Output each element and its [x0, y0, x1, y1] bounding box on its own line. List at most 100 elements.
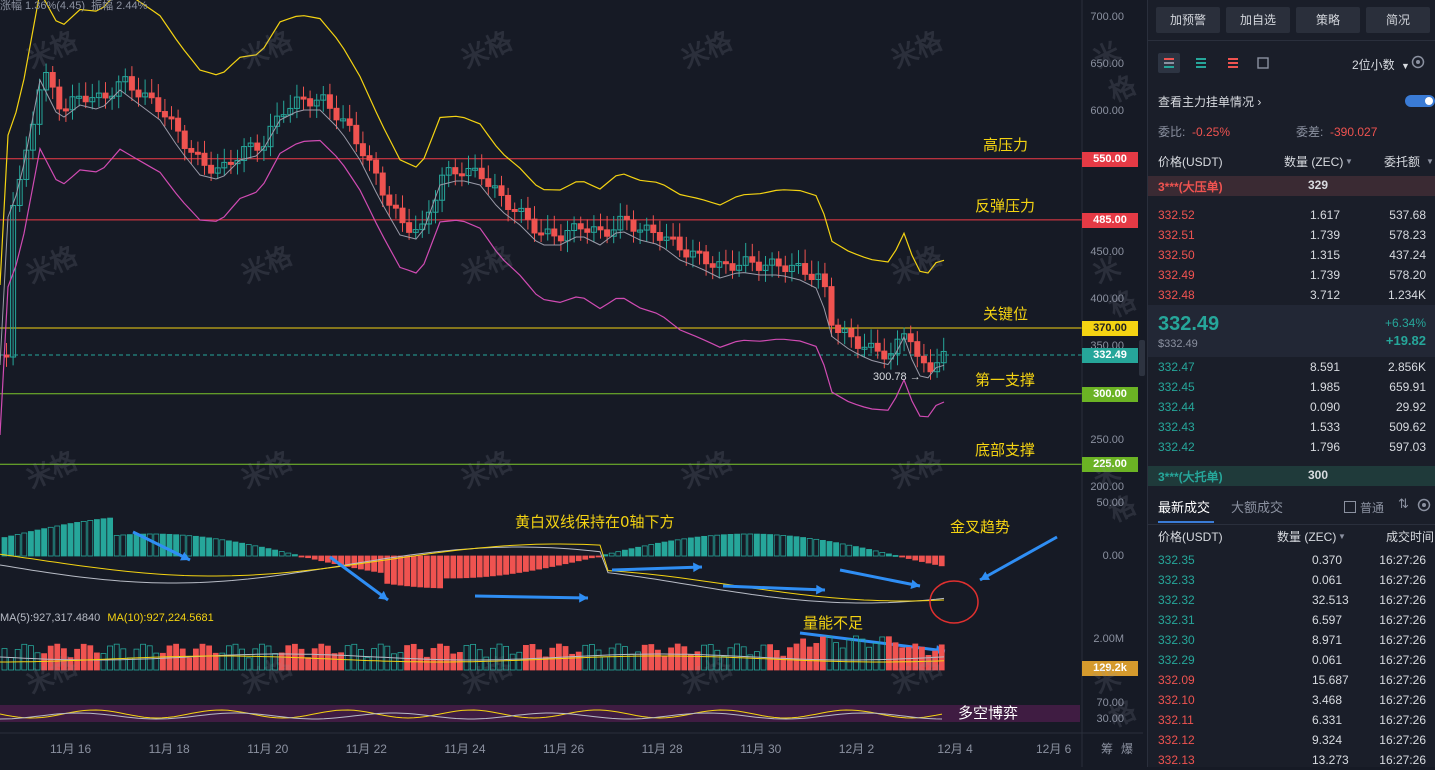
volume-bar: [688, 654, 694, 671]
volatility-text: 振幅 2.44%: [91, 0, 148, 12]
macd-bar: [549, 555, 556, 567]
liquidation-button[interactable]: 爆: [1121, 742, 1134, 756]
macd-bar: [127, 534, 133, 557]
panel-collapse-handle[interactable]: [1139, 340, 1145, 376]
candle-body: [505, 194, 512, 210]
order-price: 332.47: [1158, 360, 1195, 374]
candle-body: [300, 96, 307, 100]
candlestick-chart[interactable]: 涨幅 1.36%(4.45) 振幅 2.44% 800.00750.00700.…: [0, 0, 1143, 767]
level-label: 底部支撑: [975, 441, 1036, 460]
date-label: 11月 28: [641, 742, 683, 756]
tab-latest-trades[interactable]: 最新成交: [1158, 500, 1211, 515]
trade-price: 332.09: [1158, 673, 1195, 687]
volume-bar: [879, 636, 886, 671]
order-row[interactable]: 332.45 1.985 659.91: [1158, 377, 1435, 397]
trade-row: 332.30 8.971 16:27:26: [1158, 630, 1435, 650]
volume-bar: [344, 645, 351, 671]
volume-bar: [265, 645, 272, 671]
macd-bar: [173, 534, 180, 557]
macd-bar: [674, 539, 681, 557]
main-orders-toggle[interactable]: [1405, 95, 1435, 107]
macd-bar: [291, 554, 298, 557]
order-row[interactable]: 332.50 1.315 437.24: [1158, 245, 1435, 265]
trade-settings-gear-icon[interactable]: [1416, 497, 1432, 513]
order-qty: 1.533: [1310, 420, 1341, 434]
macd-bar: [707, 535, 714, 557]
candle-body: [755, 261, 762, 271]
candle-body: [29, 123, 36, 151]
decimals-select[interactable]: 2位小数 ▼: [1352, 56, 1410, 73]
sort-icon[interactable]: ⇅: [1398, 496, 1409, 511]
main-orders-text: 查看主力挂单情况: [1158, 95, 1255, 109]
settings-gear-icon[interactable]: [1410, 54, 1426, 70]
trade-row: 332.11 6.331 16:27:26: [1158, 710, 1435, 730]
book-header-total[interactable]: 委托额: [1384, 155, 1421, 169]
order-row[interactable]: 332.49 1.739 578.20: [1158, 265, 1435, 285]
volume-bar: [232, 643, 239, 671]
macd-bar: [21, 532, 28, 557]
macd-bar: [826, 541, 833, 557]
tab-large-trades[interactable]: 大额成交: [1231, 500, 1284, 515]
macd-bar: [278, 551, 285, 557]
trade-price: 332.32: [1158, 593, 1195, 607]
volume-bar: [912, 643, 919, 671]
date-label: 12月 2: [838, 742, 875, 756]
oscillator-line-k: [0, 709, 943, 719]
big-ask-row[interactable]: 3***(大压单) 329: [1148, 176, 1435, 196]
depth-bids-icon[interactable]: [1190, 53, 1212, 73]
add-alert-button[interactable]: 加预警: [1156, 7, 1220, 33]
volume-bar: [542, 656, 549, 671]
candle-body: [452, 167, 459, 175]
trade-header-qty[interactable]: 数量 (ZEC): [1277, 530, 1337, 544]
order-price: 332.48: [1158, 288, 1195, 302]
strategy-button[interactable]: 策略: [1296, 7, 1360, 33]
trade-price: 332.29: [1158, 653, 1195, 667]
chart-canvas[interactable]: [0, 0, 1143, 767]
depth-trades-icon[interactable]: [1252, 53, 1274, 73]
depth-both-icon[interactable]: [1158, 53, 1180, 73]
trade-qty: 8.971: [1312, 633, 1343, 647]
macd-bar: [456, 555, 463, 579]
volume-bar: [727, 647, 734, 671]
volume-bar: [443, 645, 450, 671]
big-bid-row[interactable]: 3***(大托单) 300: [1148, 466, 1435, 486]
date-label: 11月 24: [444, 742, 486, 756]
volume-bar: [331, 653, 338, 671]
normal-checkbox[interactable]: [1344, 501, 1356, 513]
depth-asks-icon[interactable]: [1222, 53, 1244, 73]
macd-bar: [523, 555, 529, 572]
candle-body: [82, 95, 89, 103]
macd-bar: [100, 518, 107, 557]
order-row[interactable]: 332.48 3.712 1.234K: [1158, 285, 1435, 305]
candle-body: [670, 236, 677, 240]
candle-body: [161, 111, 168, 118]
overview-button[interactable]: 简况: [1366, 7, 1430, 33]
trade-qty: 6.331: [1312, 713, 1343, 727]
main-orders-link[interactable]: 查看主力挂单情况 ›: [1158, 93, 1261, 110]
book-header-qty[interactable]: 数量 (ZEC): [1284, 155, 1344, 169]
order-row[interactable]: 332.43 1.533 509.62: [1158, 417, 1435, 437]
ratio-row: 委比: -0.25% 委差: -390.027: [1158, 122, 1435, 142]
order-row[interactable]: 332.51 1.739 578.23: [1158, 225, 1435, 245]
candle-body: [538, 232, 545, 236]
order-row[interactable]: 332.47 8.591 2.856K: [1158, 357, 1435, 377]
trade-qty: 0.061: [1312, 573, 1343, 587]
volume-bar: [925, 655, 932, 671]
order-row[interactable]: 332.52 1.617 537.68: [1158, 205, 1435, 225]
order-row[interactable]: 332.42 1.796 597.03: [1158, 437, 1435, 457]
macd-bar: [285, 552, 292, 557]
macd-bar: [67, 523, 74, 557]
trade-row: 332.10 3.468 16:27:26: [1158, 690, 1435, 710]
order-row[interactable]: 332.44 0.090 29.92: [1158, 397, 1435, 417]
candle-body: [445, 167, 452, 176]
add-watchlist-button[interactable]: 加自选: [1226, 7, 1290, 33]
trade-time: 16:27:26: [1379, 633, 1426, 647]
candle-body: [703, 251, 710, 265]
macd-bar: [806, 537, 813, 557]
trade-time: 16:27:26: [1379, 673, 1426, 687]
volume-bar: [94, 652, 100, 671]
candle-body: [168, 116, 175, 120]
chip-button[interactable]: 筹: [1101, 742, 1114, 756]
macd-bar: [146, 533, 153, 557]
volume-bar: [305, 657, 312, 671]
